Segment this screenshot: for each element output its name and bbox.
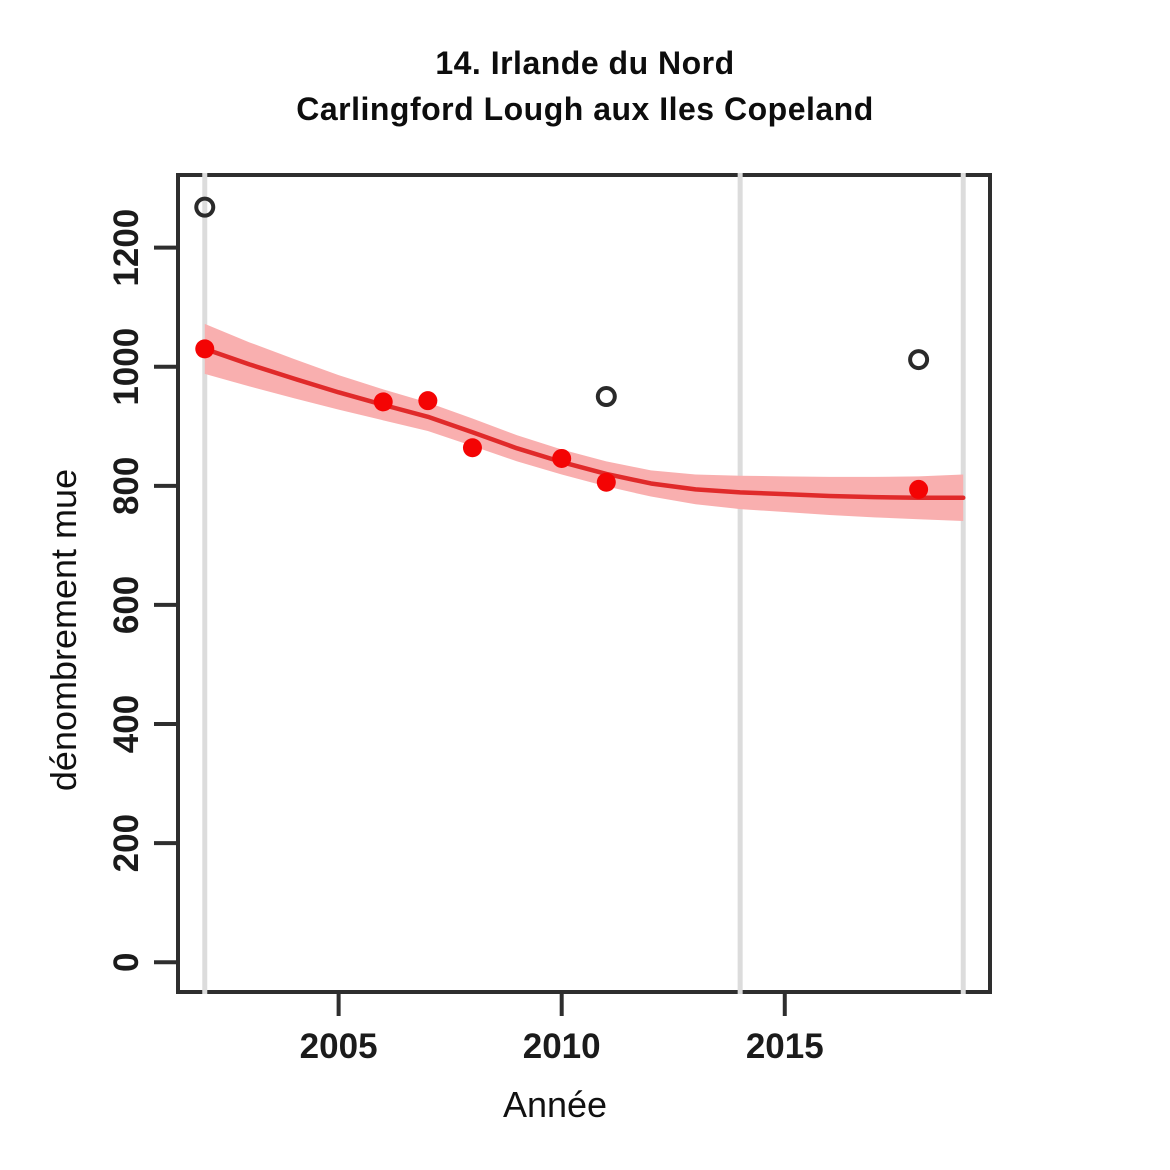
- y-axis-label-text: dénombrement mue: [43, 468, 84, 792]
- x-tick-label-2005: 2005: [300, 1027, 378, 1066]
- y-tick-label-800: 800: [107, 457, 146, 515]
- confidence-ribbon: [204, 323, 964, 521]
- y-tick-label-1000: 1000: [107, 328, 146, 406]
- chart-title-line2: Carlingford Lough aux Iles Copeland: [296, 91, 874, 127]
- x-tick-label-2015: 2015: [746, 1027, 824, 1066]
- data-point-filled-2010: [552, 448, 572, 468]
- data-point-filled-2008: [462, 438, 482, 458]
- trend-line: [202, 346, 966, 501]
- x-tick-label-2010: 2010: [523, 1027, 601, 1066]
- data-point-filled-2011: [596, 472, 616, 492]
- y-tick-label-1200: 1200: [107, 209, 146, 287]
- data-point-open-2002: [194, 196, 216, 218]
- y-tick-label-200: 200: [107, 814, 146, 872]
- data-point-filled-2006: [373, 392, 393, 412]
- data-point-open-2018: [908, 349, 930, 371]
- chart-title-line1: 14. Irlande du Nord: [435, 45, 735, 81]
- x-axis-label: Année: [502, 1084, 608, 1125]
- data-point-filled-2007: [418, 391, 438, 411]
- y-tick-label-400: 400: [107, 695, 146, 753]
- chart-title: 14. Irlande du Nord Carlingford Lough au…: [0, 40, 1170, 132]
- plot-border: [176, 173, 992, 994]
- data-point-open-2011: [595, 386, 617, 408]
- y-tick-label-0: 0: [107, 952, 146, 971]
- data-point-filled-2002: [195, 339, 215, 359]
- data-point-filled-2018: [909, 479, 929, 499]
- y-tick-label-600: 600: [107, 576, 146, 634]
